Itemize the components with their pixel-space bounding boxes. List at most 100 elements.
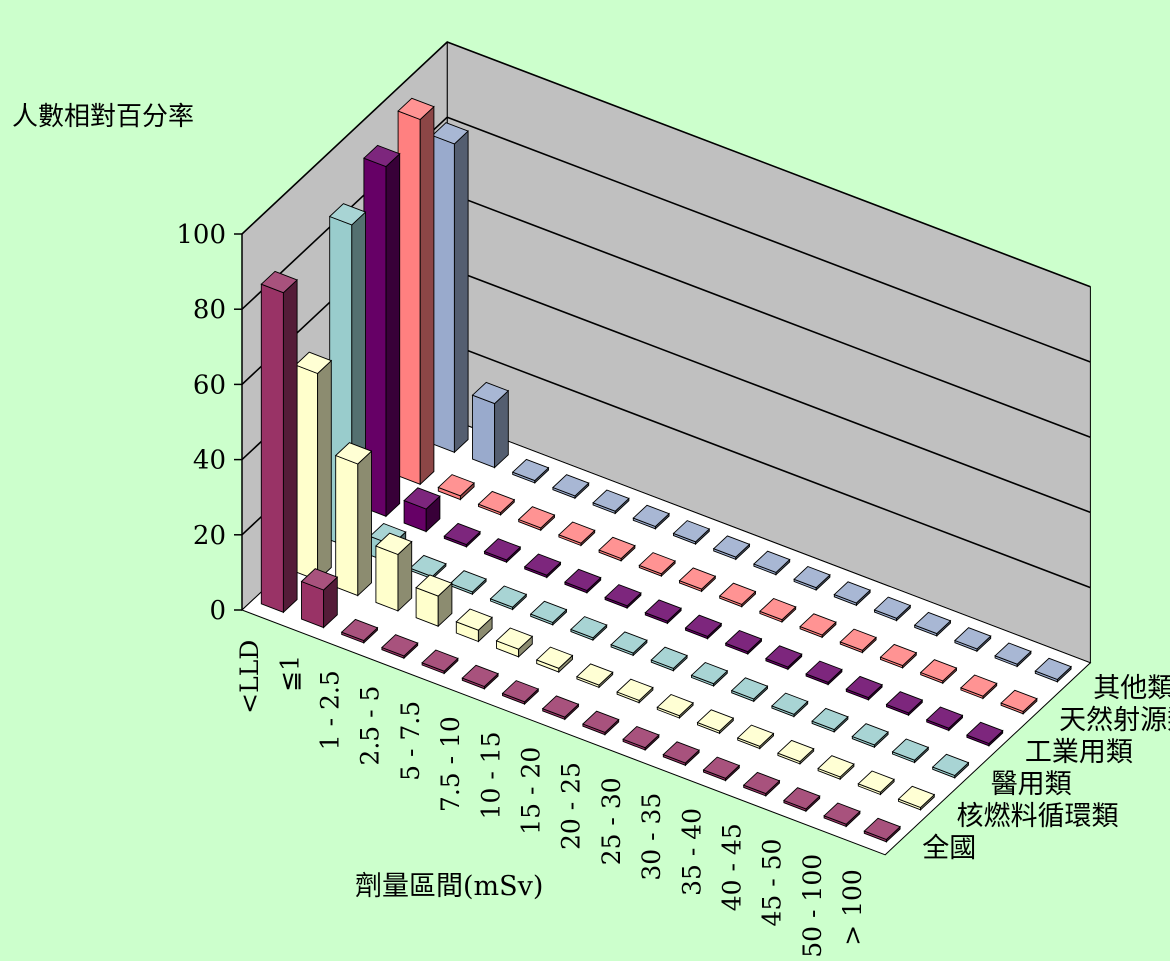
y-axis-ticks: 0 20 40 60 80 100 [176,220,243,626]
bar [1000,689,1038,715]
bar-top-face [604,584,642,607]
bar-side-face [282,278,298,614]
bar-top-face [455,608,493,631]
bar-top-face [535,646,574,669]
bar [823,802,861,828]
bar-top-face [811,707,849,731]
bar-top-face [300,568,339,591]
bar [471,381,510,469]
chart-bars [260,97,1072,843]
bar-top-face [839,628,877,651]
bar-top-face [558,521,596,544]
bar-side-face [419,105,435,486]
bar-front-face [431,134,455,453]
bar-top-face [375,532,413,556]
bar [535,646,574,674]
x-tick-label: 7.5 - 10 [436,716,465,812]
bar-side-face [494,389,509,469]
bar-side-face [317,359,332,582]
bar [1034,657,1072,683]
bar-top-face [753,550,791,573]
bar-top-face [919,659,958,682]
bar-front-face [472,394,496,469]
bar-side-face [385,152,401,518]
bar [638,552,676,578]
bar [415,574,453,628]
y-tick-label: 20 [193,521,226,551]
series-label: 核燃料循環類 [957,801,1119,832]
bar-top-face [523,553,562,576]
x-tick-label: 2.5 - 5 [356,686,385,766]
bar [885,691,924,717]
bar [811,707,849,733]
bar [511,458,550,484]
x-tick-label: 40 - 45 [718,823,747,911]
bar [662,741,700,767]
bar [529,600,568,626]
series-label: 其他類 [1093,673,1170,704]
gridline-back [446,191,1091,438]
bar [552,474,590,500]
bar-top-face [570,616,608,639]
bar-top-face [650,646,688,669]
bar [684,614,723,640]
bar-top-face [501,680,540,703]
bar [622,725,660,752]
bar-top-face [564,568,602,592]
bar [678,567,717,593]
bar [672,520,711,546]
bar [891,738,930,764]
bar-top-face [954,627,992,650]
bar-top-face [656,693,694,717]
series-label: 醫用類 [991,769,1072,800]
bar-front-face [335,454,359,597]
bar-top-face [260,270,298,294]
bar [839,628,877,654]
bar-top-face [759,597,797,621]
bar [954,627,992,653]
bar [753,550,791,576]
bar [805,660,843,686]
bar-side-face [357,450,372,597]
series-label: 全國 [922,833,976,864]
bar-top-face [863,817,901,841]
bar-top-face [712,535,751,558]
bar-top-face [421,649,459,672]
bar [793,565,831,592]
bar [431,122,469,454]
bar-top-face [443,522,481,546]
bar [381,634,419,660]
bar [541,695,580,721]
bar [300,568,339,629]
bar [724,629,763,656]
bar-top-face [702,756,741,779]
bar-top-face [517,506,556,529]
bar-top-face [644,599,682,622]
bar-top-face [529,600,568,624]
bar [363,144,401,518]
bar-top-face [885,691,924,714]
bar-top-face [552,474,590,497]
bar-top-face [511,458,550,482]
bar-top-face [495,627,534,650]
bar-top-face [851,723,889,746]
bar-top-face [724,629,763,653]
x-tick-label: 10 - 15 [476,731,505,819]
bar-top-face [616,678,654,701]
bar [777,739,815,765]
x-axis-title: 劑量區間(mSv) [355,871,543,902]
bar-top-face [328,203,367,226]
bar [919,659,958,685]
bar-top-face [638,552,676,575]
bar-top-face [718,582,757,605]
bar [845,675,883,701]
bar-top-face [742,771,781,795]
bar [483,538,522,564]
bar-top-face [771,692,809,715]
bar [437,474,475,501]
bar [403,487,441,533]
bar-top-face [857,770,895,793]
bar-top-face [845,675,883,699]
